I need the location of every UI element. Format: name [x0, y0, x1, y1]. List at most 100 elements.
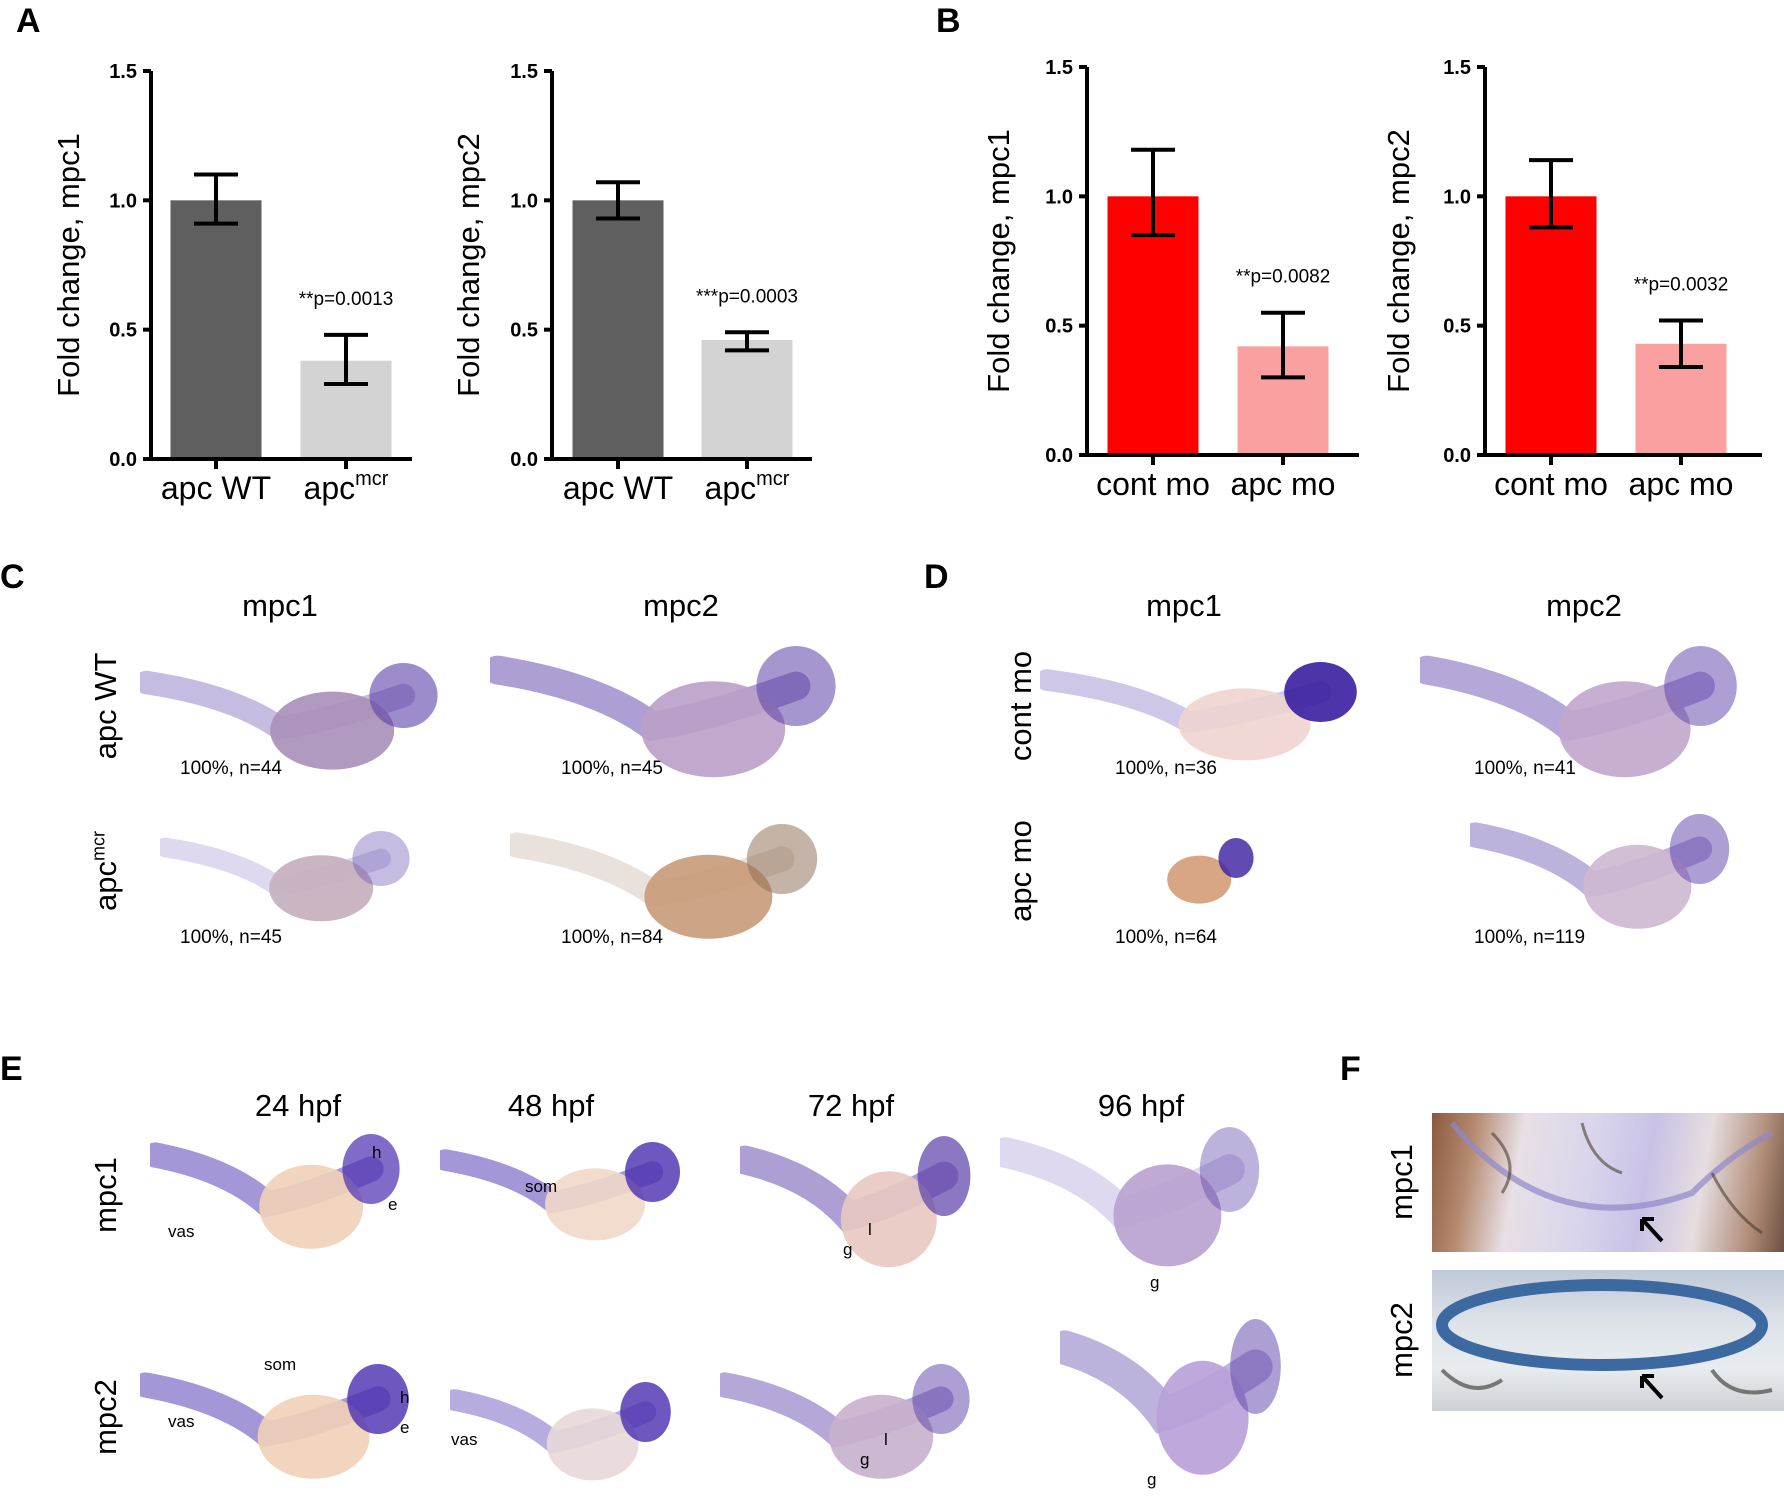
panel-f-row-mpc1: mpc1	[1384, 1144, 1419, 1220]
annotation-label-vas: vas	[168, 1412, 195, 1431]
embryo-image	[450, 1382, 671, 1481]
embryo-image	[140, 663, 438, 770]
panel-c-stat: 100%, n=45	[561, 758, 663, 779]
y-tick-label: 0.0	[1045, 445, 1073, 467]
error-bar	[194, 172, 238, 226]
x-tick-label: cont mo	[1096, 466, 1210, 502]
panel-e-row-mpc1: mpc1	[88, 1157, 123, 1233]
annotation-label-l: l	[884, 1430, 888, 1449]
y-tick-label: 0.0	[109, 449, 137, 471]
annotation-label-som: som	[264, 1355, 297, 1374]
embryo-image	[150, 1134, 400, 1249]
error-bar	[1261, 310, 1305, 380]
x-tick-label-sup: mcr	[355, 468, 389, 490]
panel-e-col-48hpf: 48 hpf	[507, 1088, 595, 1123]
annotation-label-som: som	[525, 1177, 558, 1196]
y-tick-label: 0.0	[510, 449, 538, 471]
histology-section-mpc2	[1436, 1279, 1773, 1400]
y-tick-label: 1.5	[510, 61, 538, 83]
panel-d-col-mpc1: mpc1	[1146, 588, 1222, 623]
histology-image-mpc1	[1432, 1113, 1784, 1252]
panel-d-row-cont-mo: cont mo	[1003, 650, 1038, 762]
panel-label-c: C	[0, 558, 25, 596]
embryo-image	[160, 831, 410, 922]
p-value-annotation: ***p=0.0003	[696, 286, 798, 307]
y-tick-label: 0.5	[109, 320, 137, 342]
panel-d-stat: 100%, n=119	[1474, 927, 1586, 948]
x-tick-label: apc mo	[1629, 466, 1734, 502]
panel-e-col-24hpf: 24 hpf	[254, 1088, 342, 1123]
y-tick-label: 0.5	[510, 320, 538, 342]
bar	[701, 340, 793, 459]
panel-d-stat: 100%, n=36	[1115, 758, 1217, 779]
y-tick-label: 1.5	[1443, 57, 1471, 79]
panel-c-stat: 100%, n=84	[561, 927, 663, 948]
p-value-annotation: **p=0.0082	[1236, 267, 1331, 288]
embryo-image	[490, 646, 836, 778]
y-tick-label: 1.0	[1443, 186, 1471, 208]
chart-B1: cont mo apc mo 0.0 0.5 1.0 1.5 Fold change, mp…	[981, 57, 1359, 502]
panel-c-col-mpc1: mpc1	[242, 588, 318, 623]
error-bar	[1659, 318, 1703, 370]
bar-charts: apc WT apcmcr 0.0 0.5 1.0 1.5 Fold change, mpc…	[51, 57, 1762, 506]
embryo-image	[1167, 838, 1254, 904]
chart-A2: apc WT apcmcr 0.0 0.5 1.0 1.5 Fold change, mpc…	[451, 61, 812, 506]
y-axis-label: Fold change, mpc1	[51, 133, 86, 397]
embryo-image	[720, 1364, 970, 1479]
p-value-annotation: **p=0.0032	[1634, 274, 1729, 295]
panel-e-row-mpc2: mpc2	[88, 1379, 123, 1455]
embryo-image	[740, 1136, 971, 1268]
panel-c-row-apc-mcr: apcmcr	[88, 831, 124, 911]
error-bar	[1529, 158, 1573, 230]
annotation-label-g: g	[843, 1240, 853, 1259]
embryo-image	[1470, 814, 1730, 929]
y-tick-label: 0.5	[1443, 316, 1471, 338]
x-tick-label: apc mo	[1231, 466, 1336, 502]
annotation-label-g: g	[1150, 1273, 1160, 1292]
annotation-label-g: g	[1147, 1470, 1157, 1489]
panel-c-col-mpc2: mpc2	[643, 588, 719, 623]
panel-e-col-96hpf: 96 hpf	[1097, 1088, 1185, 1123]
annotation-label-vas: vas	[451, 1430, 478, 1449]
y-axis-label: Fold change, mpc2	[1381, 129, 1416, 393]
error-bar	[725, 330, 769, 353]
embryo-image	[440, 1142, 680, 1241]
panel-e-col-72hpf: 72 hpf	[807, 1088, 895, 1123]
panel-c-stat: 100%, n=45	[180, 927, 282, 948]
chart-B2: cont mo apc mo 0.0 0.5 1.0 1.5 Fold change, mp…	[1381, 57, 1762, 502]
panel-d-stat: 100%, n=64	[1115, 927, 1217, 948]
embryo-image	[1040, 662, 1357, 761]
y-tick-label: 1.0	[510, 190, 538, 212]
panel-d-row-apc-mo: apc mo	[1003, 820, 1038, 922]
bar	[1505, 196, 1597, 456]
annotation-label-vas: vas	[168, 1222, 195, 1241]
panel-f-row-mpc2: mpc2	[1384, 1302, 1419, 1378]
error-bar	[596, 180, 640, 221]
panel-label-d: D	[924, 558, 949, 596]
y-tick-label: 1.5	[1045, 57, 1073, 79]
y-tick-label: 0.5	[1045, 316, 1073, 338]
y-axis-label: Fold change, mpc1	[981, 129, 1016, 393]
panel-label-a: A	[16, 2, 41, 40]
y-tick-label: 0.0	[1443, 445, 1471, 467]
bar	[1107, 196, 1199, 456]
panel-c-stat: 100%, n=44	[180, 758, 282, 779]
embryo-image	[510, 824, 818, 939]
panel-label-f: F	[1340, 1050, 1361, 1088]
panel-label-e: E	[0, 1050, 23, 1088]
annotation-label-g: g	[860, 1450, 870, 1469]
x-tick-label: apcmcr	[705, 468, 790, 506]
annotation-label-e: e	[388, 1195, 398, 1214]
bar	[170, 200, 262, 460]
y-tick-label: 1.5	[109, 61, 137, 83]
annotation-label-h: h	[372, 1143, 382, 1162]
panel-label-b: B	[936, 2, 961, 40]
row-label-text: apc	[88, 861, 123, 911]
error-bar	[1131, 147, 1175, 238]
y-tick-label: 1.0	[1045, 186, 1073, 208]
panel-d-stat: 100%, n=41	[1474, 758, 1576, 779]
bar	[572, 200, 664, 460]
x-tick-label: cont mo	[1494, 466, 1608, 502]
histology-image-mpc2	[1432, 1270, 1784, 1411]
error-bar	[324, 332, 368, 386]
